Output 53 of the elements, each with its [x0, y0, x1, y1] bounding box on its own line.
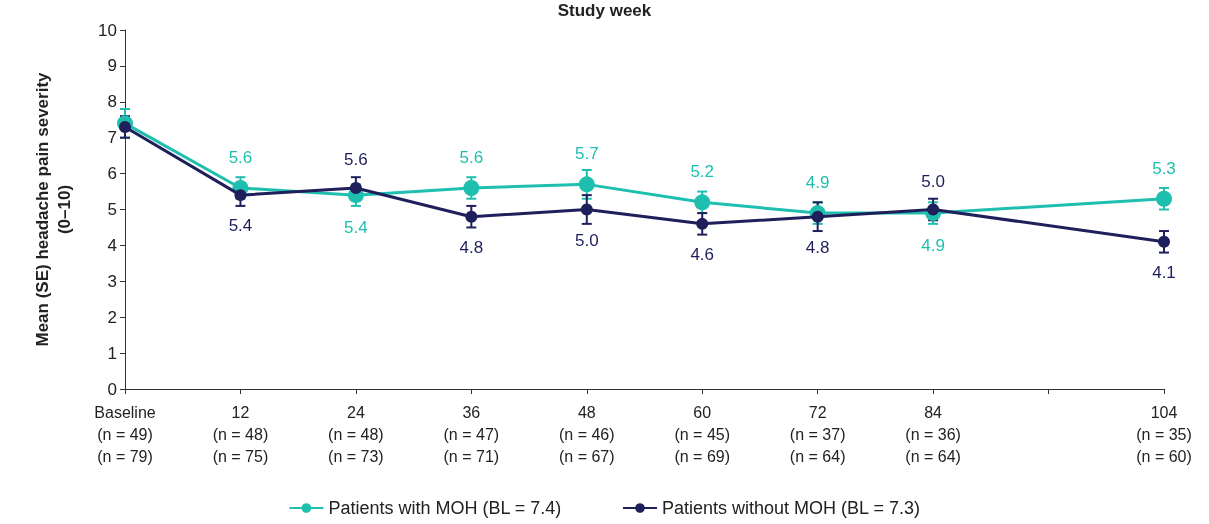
point: [580, 203, 593, 216]
point: [1156, 190, 1172, 207]
data-label: 4.9: [921, 236, 945, 256]
point: [696, 217, 709, 230]
data-label: 5.4: [228, 216, 253, 236]
point: [349, 181, 362, 194]
data-label: 5.6: [459, 147, 484, 167]
legend-label: Patients with MOH (BL = 7.4): [328, 498, 562, 518]
x-tick-label: 60 (n = 45) (n = 69): [674, 403, 731, 465]
y-tick-label: 8: [107, 92, 117, 112]
x-tick-label: 36 (n = 47) (n = 71): [443, 403, 500, 465]
y-axis-title: Mean (SE) headache pain severity (0–10): [32, 71, 74, 347]
y-tick-label: 5: [107, 200, 117, 219]
y-tick-label: 1: [107, 343, 117, 363]
y-tick-label: 7: [107, 128, 117, 148]
x-tick-label: 24 (n = 48) (n = 73): [328, 403, 384, 465]
legend-label: Patients without MOH (BL = 7.3): [661, 498, 920, 518]
data-label: 5.0: [574, 230, 599, 250]
point: [463, 179, 480, 196]
data-label: 4.8: [805, 237, 830, 257]
x-tick-label: Baseline (n = 49) (n = 79): [94, 403, 156, 465]
point: [927, 203, 940, 216]
point: [811, 210, 824, 223]
data-label: 5.6: [344, 149, 368, 169]
point: [465, 210, 478, 223]
data-label: 4.8: [459, 237, 484, 257]
point: [578, 176, 595, 193]
x-tick-label: 12 (n = 48) (n = 75): [212, 403, 269, 465]
y-tick-label: 4: [107, 235, 117, 255]
point: [1158, 235, 1170, 248]
x-tick-label: 84 (n = 36) (n = 64): [905, 403, 961, 465]
y-tick-label: 9: [107, 56, 117, 76]
point: [234, 189, 247, 202]
x-axis-title: Study week: [557, 1, 652, 20]
data-label: 5.2: [690, 162, 715, 182]
data-label: 5.6: [228, 147, 253, 167]
data-label: 5.7: [574, 144, 599, 164]
data-label: 4.1: [1152, 262, 1176, 282]
y-tick-label: 3: [107, 271, 117, 291]
y-tick-label: 10: [98, 20, 117, 40]
y-tick-label: 6: [107, 164, 117, 184]
point: [119, 120, 131, 133]
x-tick-label: 48 (n = 46) (n = 67): [558, 403, 615, 465]
x-tick-label: 104 (n = 35) (n = 60): [1136, 403, 1192, 465]
point: [694, 194, 711, 211]
x-tick-label: 72 (n = 37) (n = 64): [789, 403, 846, 465]
data-label: 4.9: [805, 173, 830, 193]
data-label: 5.0: [921, 171, 945, 191]
data-label: 5.4: [344, 218, 368, 238]
data-label: 4.6: [690, 244, 715, 264]
y-tick-label: 2: [107, 307, 117, 327]
y-tick-label: 0: [107, 379, 117, 399]
data-label: 5.3: [1152, 158, 1176, 178]
